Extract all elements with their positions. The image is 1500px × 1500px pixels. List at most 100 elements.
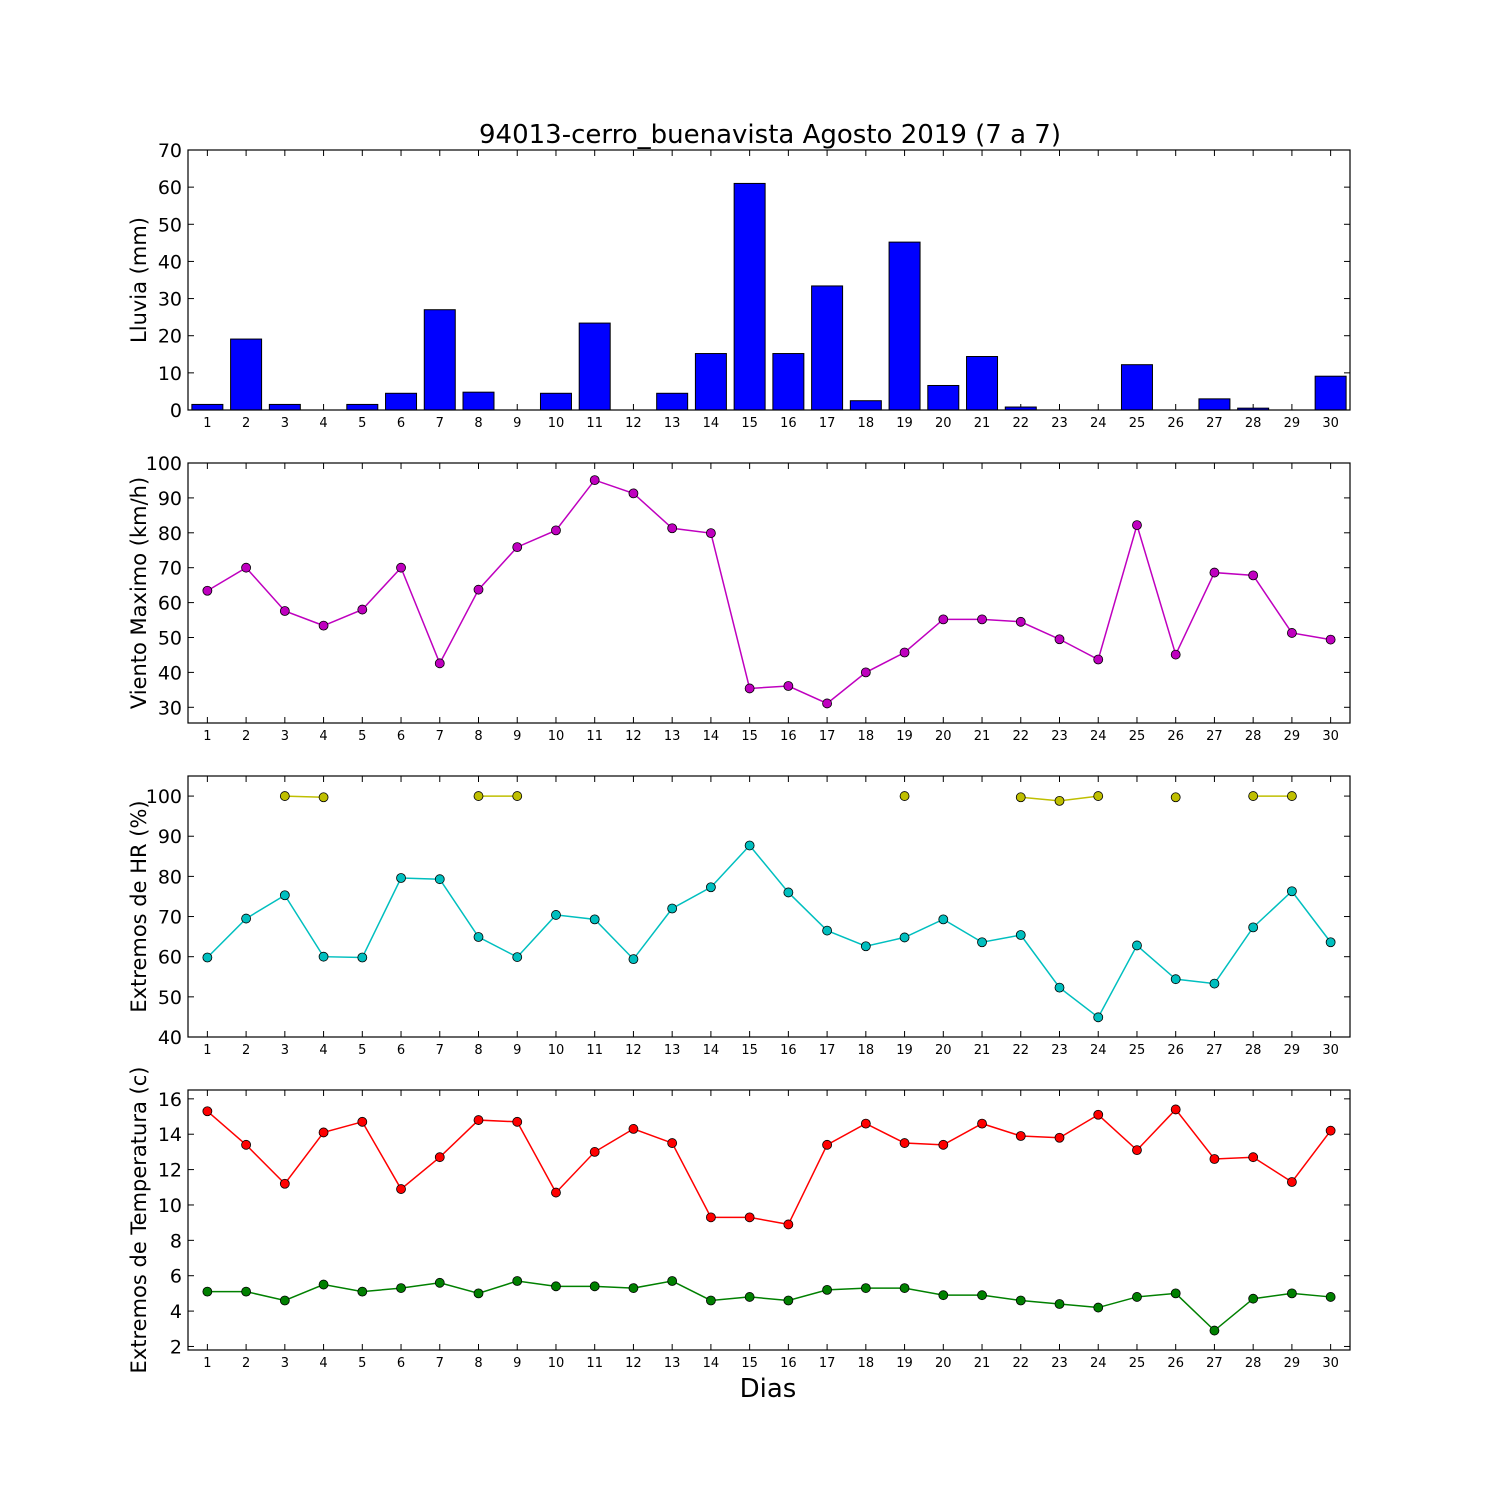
x-tick-label: 30 bbox=[1322, 1043, 1339, 1058]
x-tick-label: 28 bbox=[1245, 416, 1262, 431]
data-point bbox=[1015, 616, 1026, 627]
y-tick-label: 70 bbox=[158, 558, 182, 580]
data-point bbox=[512, 952, 523, 962]
x-tick-label: 9 bbox=[513, 1356, 521, 1371]
x-tick-label: 24 bbox=[1090, 729, 1107, 744]
data-point bbox=[899, 647, 910, 658]
data-point bbox=[1132, 940, 1142, 951]
data-point bbox=[822, 1139, 832, 1150]
data-point bbox=[1093, 1012, 1104, 1023]
data-point bbox=[1325, 634, 1336, 645]
y-tick-label: 80 bbox=[158, 866, 182, 888]
x-tick-label: 10 bbox=[548, 729, 565, 744]
x-tick-label: 15 bbox=[741, 416, 758, 431]
data-point bbox=[1170, 792, 1181, 803]
x-tick-label: 13 bbox=[664, 1356, 681, 1371]
data-point bbox=[1093, 1302, 1104, 1313]
x-tick-label: 5 bbox=[358, 729, 366, 744]
data-point bbox=[1170, 1288, 1181, 1299]
axes-frame bbox=[187, 149, 1351, 411]
x-tick-label: 8 bbox=[474, 1043, 482, 1058]
x-tick-label: 9 bbox=[513, 729, 521, 744]
data-point bbox=[1093, 654, 1104, 665]
x-tick-label: 30 bbox=[1322, 1356, 1339, 1371]
data-point bbox=[241, 913, 252, 924]
y-tick-label: 40 bbox=[158, 1027, 182, 1049]
data-point bbox=[357, 604, 368, 615]
data-point bbox=[396, 873, 406, 883]
x-tick-label: 14 bbox=[703, 1356, 720, 1371]
x-tick-label: 19 bbox=[896, 1043, 913, 1058]
x-tick-label: 24 bbox=[1090, 416, 1107, 431]
x-tick-label: 30 bbox=[1322, 729, 1339, 744]
data-point bbox=[667, 903, 678, 914]
x-tick-label: 18 bbox=[858, 1043, 875, 1058]
x-tick-label: 25 bbox=[1129, 1043, 1146, 1058]
x-tick-label: 16 bbox=[780, 416, 797, 431]
data-point bbox=[434, 1277, 445, 1288]
x-tick-label: 12 bbox=[625, 416, 642, 431]
data-point bbox=[551, 910, 561, 920]
data-point bbox=[1209, 1325, 1220, 1336]
x-tick-label: 7 bbox=[436, 1043, 444, 1058]
x-tick-label: 7 bbox=[436, 416, 444, 431]
data-point bbox=[977, 937, 987, 948]
x-tick-label: 1 bbox=[203, 1043, 211, 1058]
data-point bbox=[551, 1187, 561, 1198]
data-point bbox=[1248, 570, 1259, 581]
data-point bbox=[512, 1276, 523, 1286]
y-tick-label: 20 bbox=[158, 326, 182, 348]
data-point bbox=[706, 528, 716, 539]
x-tick-label: 25 bbox=[1129, 729, 1146, 744]
series-line bbox=[207, 1280, 1331, 1332]
x-tick-label: 6 bbox=[397, 729, 405, 744]
data-point bbox=[783, 1219, 794, 1230]
data-point bbox=[822, 1284, 832, 1295]
series-line bbox=[206, 479, 1331, 705]
x-tick-label: 28 bbox=[1245, 1043, 1262, 1058]
data-point bbox=[1287, 628, 1297, 638]
y-tick-label: 90 bbox=[158, 826, 182, 848]
data-point bbox=[1209, 567, 1220, 578]
bar bbox=[966, 356, 999, 411]
x-tick-label: 14 bbox=[703, 1043, 720, 1058]
bar bbox=[462, 391, 495, 411]
x-tick-label: 23 bbox=[1051, 729, 1068, 744]
x-tick-label: 13 bbox=[664, 1043, 681, 1058]
data-point bbox=[589, 1281, 600, 1292]
y-tick-label: 50 bbox=[158, 627, 182, 649]
data-point bbox=[396, 562, 406, 573]
x-tick-label: 20 bbox=[935, 729, 952, 744]
data-point bbox=[473, 1288, 484, 1299]
y-tick-label: 70 bbox=[158, 140, 182, 162]
x-tick-label: 13 bbox=[664, 729, 681, 744]
x-tick-label: 15 bbox=[741, 1356, 758, 1371]
data-point bbox=[241, 562, 252, 573]
x-tick-label: 4 bbox=[319, 1356, 327, 1371]
x-tick-label: 13 bbox=[664, 416, 681, 431]
data-point bbox=[1015, 792, 1026, 803]
data-point bbox=[706, 1212, 716, 1223]
data-point bbox=[977, 1118, 987, 1129]
y-tick-label: 16 bbox=[158, 1089, 182, 1111]
x-tick-label: 27 bbox=[1206, 729, 1223, 744]
x-tick-label: 10 bbox=[548, 1356, 565, 1371]
x-tick-label: 5 bbox=[358, 1356, 366, 1371]
data-point bbox=[744, 683, 755, 694]
data-point bbox=[744, 840, 755, 851]
x-tick-label: 21 bbox=[974, 416, 991, 431]
y-tick-label: 60 bbox=[158, 947, 182, 969]
data-point bbox=[241, 1139, 252, 1150]
x-tick-label: 8 bbox=[474, 416, 482, 431]
x-tick-label: 10 bbox=[548, 1043, 565, 1058]
y-axis-label: Lluvia (mm) bbox=[127, 217, 151, 343]
y-tick-label: 10 bbox=[158, 1195, 182, 1217]
x-tick-label: 27 bbox=[1206, 1043, 1223, 1058]
x-tick-label: 21 bbox=[974, 1043, 991, 1058]
bar bbox=[1314, 375, 1347, 411]
bar bbox=[539, 392, 572, 411]
x-tick-label: 10 bbox=[548, 416, 565, 431]
x-tick-label: 26 bbox=[1167, 729, 1184, 744]
data-point bbox=[938, 1290, 949, 1301]
